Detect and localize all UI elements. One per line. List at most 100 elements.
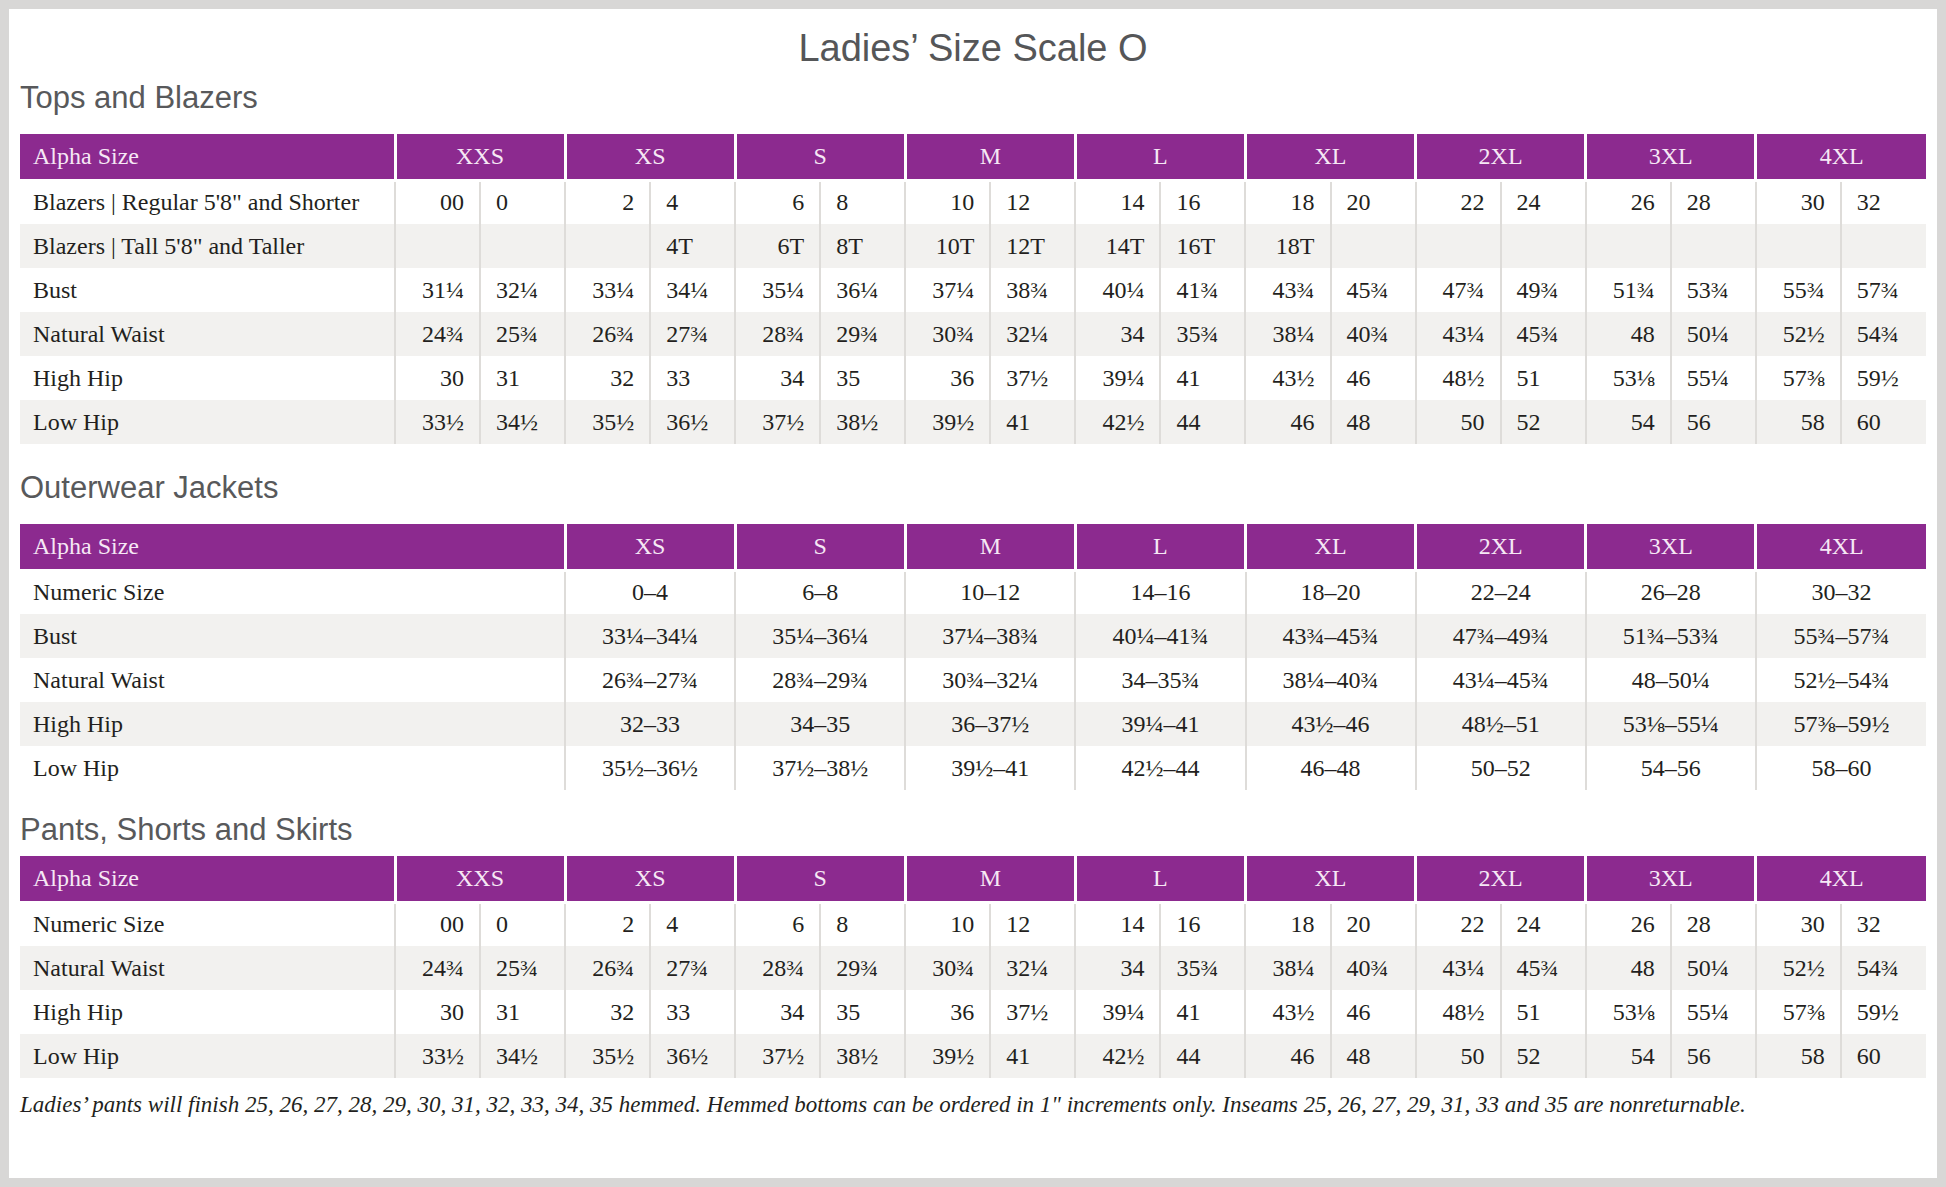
value-cell: 34–35	[735, 702, 905, 746]
value-cell: 8	[820, 902, 905, 946]
value-cell: 18	[1245, 180, 1330, 224]
value-cell: 40¾	[1331, 946, 1416, 990]
value-cell: 8T	[820, 224, 905, 268]
value-cell: 41	[1160, 990, 1245, 1034]
row-label-cell: High Hip	[20, 356, 395, 400]
value-cell: 0	[480, 180, 565, 224]
value-cell: 50	[1416, 400, 1501, 444]
value-cell: 28¾	[735, 946, 820, 990]
value-cell: 34	[735, 356, 820, 400]
value-cell: 57⅜–59½	[1756, 702, 1926, 746]
size-header-cell-xxs: XXS	[395, 134, 565, 180]
size-header-cell-xs: XS	[565, 524, 735, 570]
value-cell: 44	[1160, 1034, 1245, 1078]
value-cell: 25¾	[480, 946, 565, 990]
value-cell: 31	[480, 356, 565, 400]
value-cell: 26–28	[1586, 570, 1756, 614]
value-cell: 38¼–40¾	[1246, 658, 1416, 702]
value-cell: 39½	[905, 400, 990, 444]
value-cell: 00	[395, 902, 480, 946]
size-scale-page: Ladies’ Size Scale O Tops and Blazers Al…	[0, 0, 1946, 1187]
value-cell: 16	[1160, 902, 1245, 946]
value-cell: 57⅜	[1756, 990, 1841, 1034]
value-cell: 26	[1586, 180, 1671, 224]
value-cell: 55¾	[1756, 268, 1841, 312]
value-cell: 28	[1671, 902, 1756, 946]
value-cell: 32¼	[480, 268, 565, 312]
size-header-cell-xl: XL	[1246, 524, 1416, 570]
value-cell: 4	[650, 180, 735, 224]
value-cell: 45¾	[1501, 946, 1586, 990]
size-header-cell-s: S	[735, 524, 905, 570]
value-cell: 52	[1501, 400, 1586, 444]
value-cell: 29¾	[820, 946, 905, 990]
value-cell: 50–52	[1416, 746, 1586, 790]
value-cell: 12	[990, 902, 1075, 946]
value-cell: 22	[1416, 180, 1501, 224]
value-cell: 51	[1501, 990, 1586, 1034]
value-cell: 32	[1841, 180, 1926, 224]
value-cell: 43¼–45¾	[1416, 658, 1586, 702]
table-row: Bust31¼32¼33¼34¼35¼36¼37¼38¾40¼41¾43¾45¾…	[20, 268, 1926, 312]
value-cell: 33½	[395, 1034, 480, 1078]
value-cell: 43½	[1245, 356, 1330, 400]
value-cell: 32	[1841, 902, 1926, 946]
value-cell: 37½	[990, 356, 1075, 400]
value-cell: 48½–51	[1416, 702, 1586, 746]
row-label-cell: High Hip	[20, 990, 395, 1034]
table-row: Blazers | Regular 5'8" and Shorter000246…	[20, 180, 1926, 224]
size-header-cell-3xl: 3XL	[1586, 134, 1756, 180]
value-cell: 10T	[905, 224, 990, 268]
value-cell: 33¼	[565, 268, 650, 312]
row-label-cell: Low Hip	[20, 746, 565, 790]
value-cell: 55¼	[1671, 990, 1756, 1034]
size-header-cell-xs: XS	[565, 134, 735, 180]
value-cell: 48	[1586, 946, 1671, 990]
value-cell: 36	[905, 990, 990, 1034]
value-cell: 27¾	[650, 946, 735, 990]
value-cell: 49¾	[1501, 268, 1586, 312]
value-cell: 55¾–57¾	[1756, 614, 1926, 658]
size-header-cell-xxs: XXS	[395, 856, 565, 902]
size-header-cell-4xl: 4XL	[1756, 524, 1926, 570]
value-cell: 18–20	[1246, 570, 1416, 614]
value-cell: 44	[1160, 400, 1245, 444]
value-cell: 10	[905, 902, 990, 946]
value-cell: 37½	[735, 1034, 820, 1078]
value-cell: 34	[1075, 946, 1160, 990]
value-cell: 48½	[1416, 356, 1501, 400]
value-cell: 14	[1075, 180, 1160, 224]
value-cell: 58–60	[1756, 746, 1926, 790]
value-cell: 54¾	[1841, 312, 1926, 356]
value-cell: 30¾	[905, 946, 990, 990]
size-header-cell-m: M	[905, 134, 1075, 180]
value-cell: 22–24	[1416, 570, 1586, 614]
value-cell: 35	[820, 990, 905, 1034]
value-cell: 4	[650, 902, 735, 946]
value-cell: 27¾	[650, 312, 735, 356]
table-row: Blazers | Tall 5'8" and Taller4T6T8T10T1…	[20, 224, 1926, 268]
value-cell: 42½	[1075, 400, 1160, 444]
alpha-size-header-cell: Alpha Size	[20, 134, 395, 180]
size-header-cell-2xl: 2XL	[1416, 856, 1586, 902]
section-pants-shorts-skirts: Pants, Shorts and Skirts Alpha SizeXXSXS…	[20, 812, 1926, 1078]
value-cell: 30	[1756, 902, 1841, 946]
value-cell: 35¼	[735, 268, 820, 312]
value-cell: 38¼	[1245, 312, 1330, 356]
table-row: High Hip32–3334–3536–37½39¼–4143½–4648½–…	[20, 702, 1926, 746]
value-cell: 35¾	[1160, 946, 1245, 990]
value-cell: 00	[395, 180, 480, 224]
value-cell: 53⅛–55¼	[1586, 702, 1756, 746]
table-row: Bust33¼–34¼35¼–36¼37¼–38¾40¼–41¾43¾–45¾4…	[20, 614, 1926, 658]
value-cell: 16	[1160, 180, 1245, 224]
row-label-cell: Numeric Size	[20, 902, 395, 946]
value-cell: 56	[1671, 400, 1756, 444]
value-cell: 58	[1756, 1034, 1841, 1078]
value-cell: 38½	[820, 1034, 905, 1078]
value-cell: 37¼–38¾	[905, 614, 1075, 658]
value-cell: 0–4	[565, 570, 735, 614]
value-cell: 12T	[990, 224, 1075, 268]
value-cell: 12	[990, 180, 1075, 224]
value-cell: 47¾	[1416, 268, 1501, 312]
size-header-cell-2xl: 2XL	[1416, 134, 1586, 180]
